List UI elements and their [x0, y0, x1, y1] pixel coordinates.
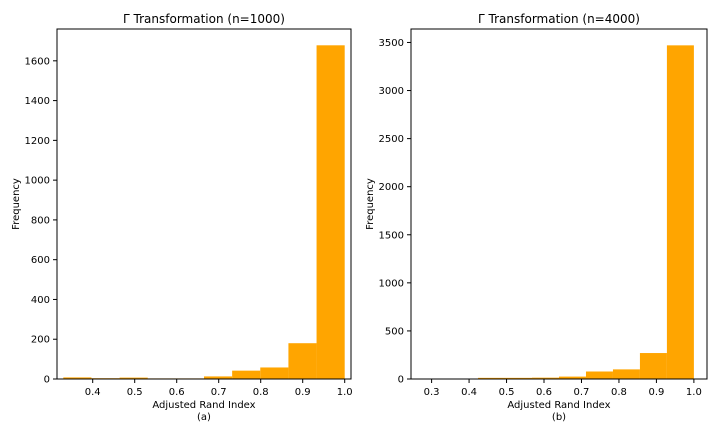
bars — [63, 45, 345, 379]
y-tick-label: 1200 — [25, 136, 50, 147]
y-tick-label: 400 — [31, 295, 50, 306]
x-axis-label: Adjusted Rand Index — [152, 400, 255, 411]
plot-frame — [56, 28, 352, 380]
y-tick-label: 2500 — [379, 134, 404, 145]
y-tick-label: 0 — [44, 375, 50, 386]
panel-sublabel: (a) — [197, 412, 211, 423]
x-tick-label: 0.8 — [611, 387, 627, 398]
histogram-bar — [666, 45, 694, 379]
x-tick-label: 0.9 — [648, 387, 664, 398]
x-tick-label: 0.4 — [85, 387, 101, 398]
histogram-bar — [612, 369, 640, 379]
histogram-bar — [585, 371, 613, 379]
x-tick-label: 1.0 — [337, 387, 353, 398]
panel-b: Γ Transformation (n=4000) 0.3 0.4 0.5 0.6 0.… — [365, 12, 708, 423]
x-tick-label: 0.4 — [461, 387, 477, 398]
y-axis-ticks: 0 500 1000 1500 2000 2500 3000 3500 — [379, 38, 411, 386]
y-axis-label: Frequency — [365, 178, 376, 230]
x-tick-label: 0.3 — [424, 387, 440, 398]
x-tick-label: 0.8 — [253, 387, 269, 398]
panel-sublabel: (b) — [552, 412, 566, 423]
y-tick-label: 1000 — [25, 176, 50, 187]
histogram-bar — [505, 377, 533, 379]
x-tick-label: 0.7 — [574, 387, 590, 398]
y-axis-ticks: 0 200 400 600 800 1000 1200 1400 1600 — [25, 56, 57, 386]
x-tick-label: 0.7 — [211, 387, 227, 398]
x-axis-ticks: 0.3 0.4 0.5 0.6 0.7 0.8 0.9 1.0 — [424, 379, 702, 398]
x-tick-label: 1.0 — [686, 387, 702, 398]
y-axis-label: Frequency — [11, 178, 22, 230]
x-tick-label: 0.5 — [127, 387, 143, 398]
x-axis-ticks: 0.4 0.5 0.6 0.7 0.8 0.9 1.0 — [85, 379, 353, 398]
y-tick-label: 3000 — [379, 86, 404, 97]
y-tick-label: 0 — [398, 375, 404, 386]
chart-title: Γ Transformation (n=4000) — [478, 12, 640, 26]
y-tick-label: 500 — [385, 326, 404, 337]
y-tick-label: 1400 — [25, 96, 50, 107]
y-tick-label: 1500 — [379, 230, 404, 241]
histogram-bar — [204, 376, 233, 379]
y-tick-label: 200 — [31, 335, 50, 346]
y-tick-label: 2000 — [379, 182, 404, 193]
histogram-bar — [119, 377, 148, 379]
histogram-bar — [288, 343, 317, 379]
histogram-bar — [639, 353, 667, 379]
y-tick-label: 1000 — [379, 278, 404, 289]
panel-a: Γ Transformation (n=1000) 0.4 0.5 0.6 0.7 0.… — [11, 12, 353, 423]
x-axis-label: Adjusted Rand Index — [507, 400, 610, 411]
histogram-bar — [260, 367, 289, 379]
y-tick-label: 600 — [31, 255, 50, 266]
histogram-bar — [232, 370, 261, 379]
histogram-bar — [559, 376, 586, 379]
y-tick-label: 1600 — [25, 56, 50, 67]
histogram-bar — [316, 45, 345, 379]
x-tick-label: 0.9 — [295, 387, 311, 398]
x-tick-label: 0.6 — [536, 387, 552, 398]
y-tick-label: 3500 — [379, 38, 404, 49]
x-tick-label: 0.6 — [169, 387, 185, 398]
plot-frame — [410, 28, 708, 380]
chart-title: Γ Transformation (n=1000) — [123, 12, 285, 26]
histogram-bar — [478, 377, 506, 379]
x-tick-label: 0.5 — [499, 387, 515, 398]
histogram-bar — [63, 377, 92, 379]
histogram-bar — [532, 377, 559, 379]
bars — [424, 45, 694, 379]
y-tick-label: 800 — [31, 215, 50, 226]
